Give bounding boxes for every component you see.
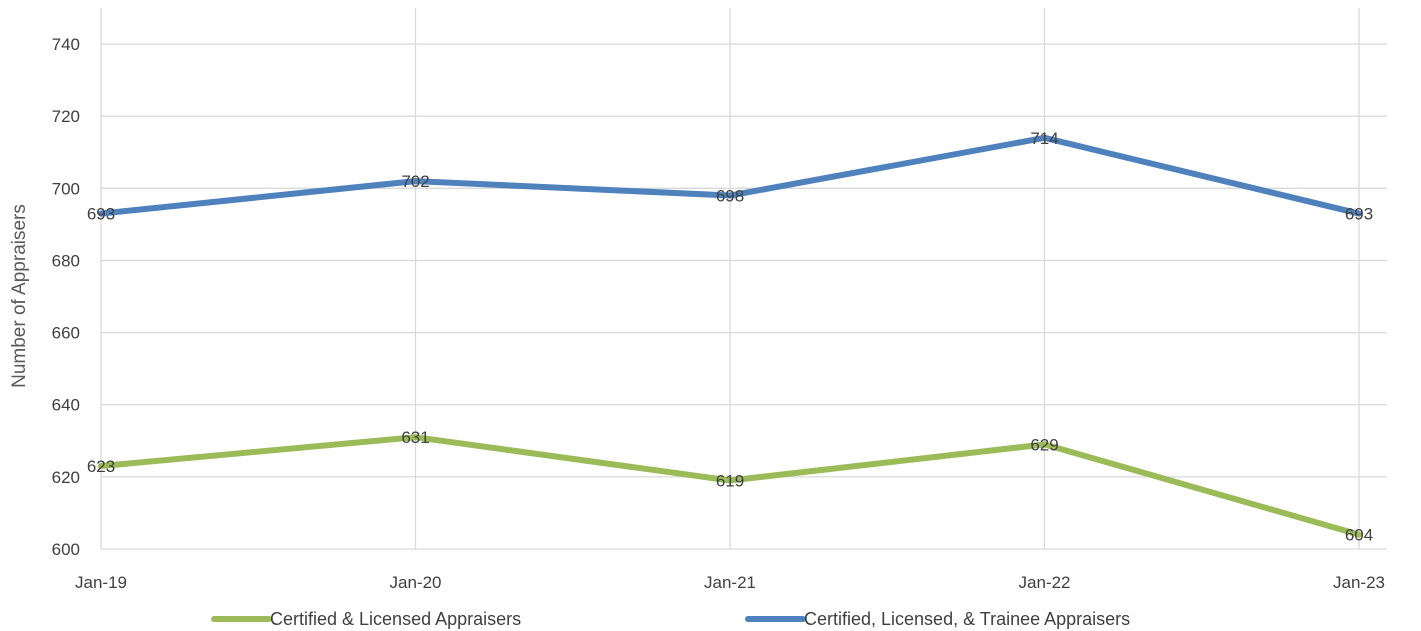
data-label: 698 — [716, 187, 744, 206]
x-tick-label: Jan-21 — [704, 573, 756, 592]
y-tick-label: 680 — [52, 251, 80, 270]
y-tick-label: 700 — [52, 179, 80, 198]
y-tick-label: 720 — [52, 107, 80, 126]
legend-label: Certified & Licensed Appraisers — [270, 609, 521, 629]
data-label: 619 — [716, 471, 744, 490]
legend-label: Certified, Licensed, & Trainee Appraiser… — [804, 609, 1130, 629]
x-tick-label: Jan-20 — [390, 573, 442, 592]
data-labels: 623 631 619 629 604 693 702 698 714 693 — [87, 129, 1373, 545]
y-tick-label: 620 — [52, 468, 80, 487]
data-label: 604 — [1345, 526, 1373, 545]
data-label: 702 — [401, 172, 429, 191]
y-tick-label: 640 — [52, 396, 80, 415]
data-label: 631 — [401, 428, 429, 447]
x-tick-label: Jan-23 — [1333, 573, 1385, 592]
y-tick-label: 600 — [52, 540, 80, 559]
data-label: 693 — [1345, 205, 1373, 224]
y-axis-title: Number of Appraisers — [9, 204, 30, 388]
x-tick-label: Jan-22 — [1019, 573, 1071, 592]
gridlines — [100, 8, 1387, 550]
data-label: 629 — [1030, 435, 1058, 454]
y-tick-label: 660 — [52, 324, 80, 343]
legend: Certified & Licensed Appraisers Certified… — [211, 609, 1130, 629]
axes: 600 620 640 660 680 700 720 740 Jan-19 Jan-20 Jan-… — [52, 35, 1385, 592]
data-label: 714 — [1030, 129, 1058, 148]
series-lines — [98, 134, 1362, 538]
y-tick-label: 740 — [52, 35, 80, 54]
x-tick-label: Jan-19 — [75, 573, 127, 592]
data-label: 693 — [87, 205, 115, 224]
data-label: 623 — [87, 457, 115, 476]
